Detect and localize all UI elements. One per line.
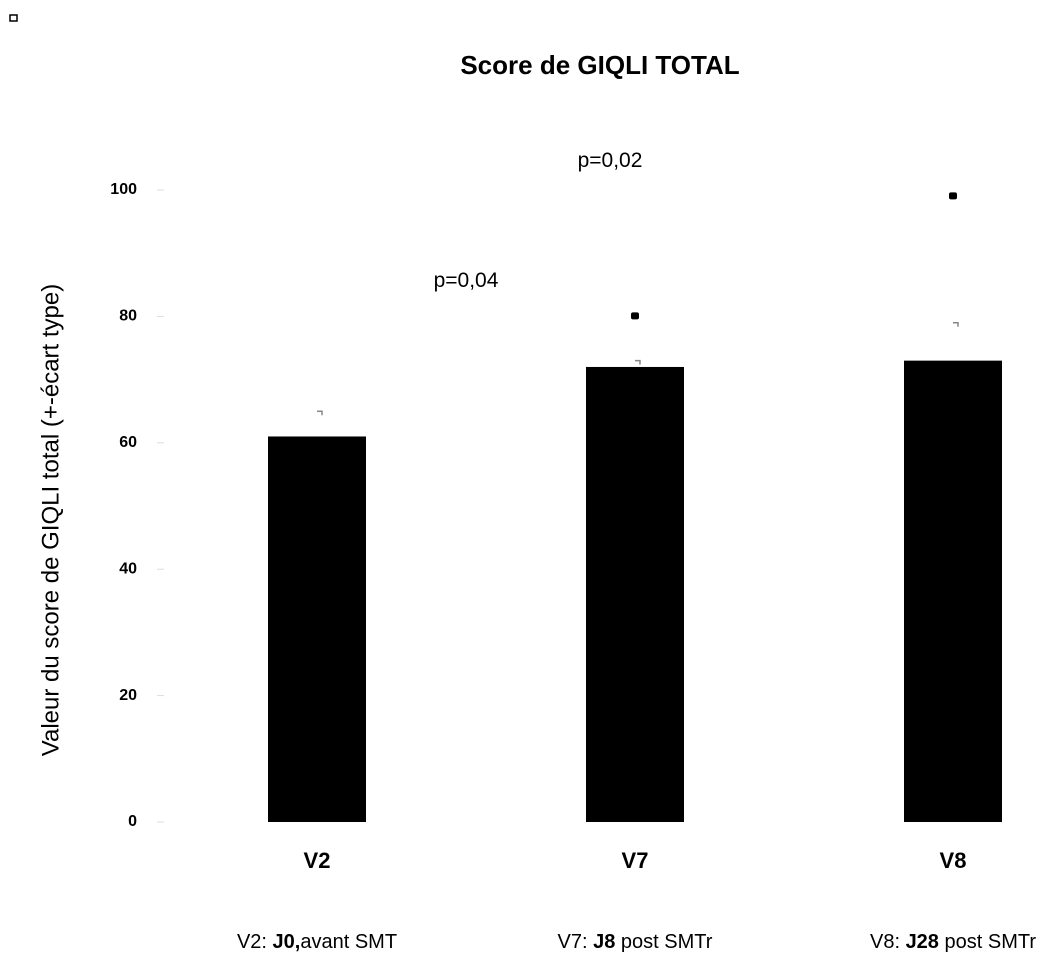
y-tick-label: 0 <box>128 813 137 830</box>
y-tick-label: 20 <box>119 687 137 704</box>
x-tick-label: V8 <box>940 848 967 873</box>
y-tick-label: 60 <box>119 434 137 451</box>
corner-icon <box>9 14 18 22</box>
annotation: p=0,02 <box>578 149 643 172</box>
footnote: V8: J28 post SMTr <box>870 931 1036 953</box>
error-bar <box>635 359 641 365</box>
error-bar <box>953 321 959 327</box>
footnote-part: avant SMT <box>300 931 397 953</box>
footnote-part: post SMTr <box>615 931 712 953</box>
footnote-part: J0, <box>273 931 301 953</box>
bar <box>268 436 366 822</box>
y-tick-label: 40 <box>119 560 137 577</box>
footnote-part: J8 <box>593 931 615 953</box>
x-tick-label: V2 <box>304 848 331 873</box>
annotation: p=0,04 <box>434 269 499 292</box>
y-axis-label: Valeur du score de GIQLI total (+-écart … <box>37 284 64 756</box>
y-tick-label: 100 <box>110 181 137 198</box>
footnote-part: V7: <box>558 931 594 953</box>
bar <box>586 366 684 822</box>
significance-mark <box>631 312 639 320</box>
footnote-part: post SMTr <box>939 931 1036 953</box>
x-tick-label: V7 <box>622 848 649 873</box>
footnote-part: V2: <box>237 931 273 953</box>
footnote: V2: J0,avant SMT <box>237 931 397 953</box>
error-bar <box>317 410 323 416</box>
footnote-part: V8: <box>870 931 906 953</box>
chart-title: Score de GIQLI TOTAL <box>460 50 739 80</box>
significance-mark <box>949 192 957 200</box>
bar <box>904 360 1002 822</box>
footnote-part: J28 <box>906 931 939 953</box>
footnote: V7: J8 post SMTr <box>558 931 713 953</box>
y-tick-label: 80 <box>119 308 137 325</box>
